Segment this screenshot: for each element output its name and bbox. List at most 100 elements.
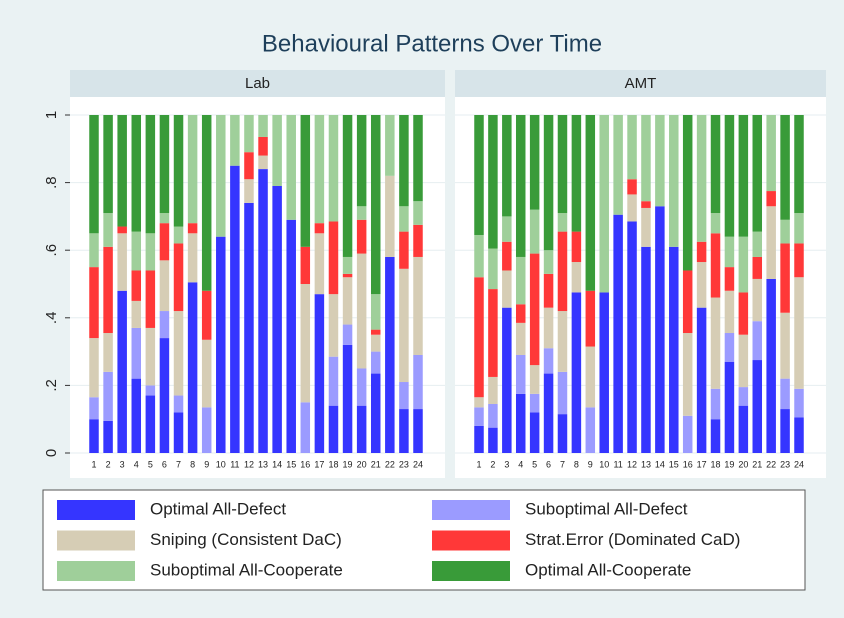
x-tick-label: 10: [599, 459, 609, 469]
bar-segment: [488, 427, 498, 453]
bar-segment: [571, 292, 582, 453]
legend-label: Suboptimal All-Defect: [525, 499, 688, 518]
bar-segment: [529, 115, 540, 210]
x-tick-label: 23: [780, 459, 790, 469]
bar-segment: [515, 256, 526, 305]
bar-segment: [696, 307, 707, 453]
bar-segment: [794, 277, 804, 389]
legend-swatch: [432, 561, 510, 581]
bar-segment: [272, 185, 282, 454]
x-tick-label: 23: [399, 459, 409, 469]
bar-segment: [187, 233, 198, 283]
bar-segment: [342, 115, 353, 257]
bar-segment: [131, 270, 142, 301]
bar-segment: [641, 207, 651, 247]
x-tick-label: 14: [655, 459, 665, 469]
bar-segment: [103, 371, 113, 421]
x-tick-label: 20: [738, 459, 748, 469]
bar-segment: [766, 115, 776, 192]
legend-box: [42, 489, 806, 591]
bar-segment: [244, 152, 254, 180]
bar-segment: [474, 277, 484, 398]
bar-segment: [780, 115, 790, 220]
bar-segment: [529, 365, 540, 394]
bar-segment: [613, 214, 623, 453]
legend-swatch: [432, 530, 510, 551]
bar-segment: [543, 273, 554, 308]
x-tick-label: 6: [162, 459, 167, 469]
bar-segment: [328, 115, 339, 222]
legend-swatch: [57, 561, 135, 581]
x-tick-label: 16: [683, 459, 693, 469]
bar-segment: [356, 115, 367, 207]
bar-segment: [696, 241, 707, 263]
bar-segment: [159, 260, 170, 312]
bar-segment: [543, 373, 554, 453]
x-tick-label: 7: [176, 459, 181, 469]
bar-segment: [356, 206, 367, 220]
bar-segment: [585, 115, 596, 291]
bar-segment: [216, 115, 226, 237]
bar-segment: [641, 201, 651, 208]
bar-segment: [682, 333, 693, 416]
bar-segment: [488, 115, 498, 249]
bar-segment: [131, 231, 142, 271]
x-tick-label: 12: [627, 459, 637, 469]
bar-segment: [356, 405, 367, 453]
bar-segment: [286, 219, 296, 453]
bar-segment: [474, 115, 484, 235]
bar-segment: [342, 324, 353, 345]
x-tick-label: 21: [752, 459, 762, 469]
bar-segment: [103, 115, 113, 214]
bar-segment: [543, 307, 554, 349]
x-tick-label: 18: [711, 459, 721, 469]
bar-segment: [370, 334, 381, 352]
bar-segment: [502, 307, 512, 453]
bar-segment: [780, 219, 790, 244]
bar-segment: [356, 368, 367, 406]
bar-segment: [696, 262, 707, 308]
chart-title: Behavioural Patterns Over Time: [262, 30, 602, 57]
x-tick-label: 19: [343, 459, 353, 469]
x-tick-label: 13: [258, 459, 268, 469]
bar-segment: [682, 415, 693, 453]
bar-segment: [314, 115, 325, 224]
bar-segment: [724, 290, 735, 334]
bar-segment: [557, 213, 568, 232]
bar-segment: [794, 115, 804, 214]
bar-segment: [328, 221, 339, 295]
bar-segment: [710, 419, 721, 453]
bar-segment: [201, 115, 212, 291]
x-tick-label: 12: [244, 459, 254, 469]
bar-segment: [131, 300, 142, 328]
x-tick-label: 9: [588, 459, 593, 469]
bar-segment: [515, 393, 526, 453]
x-tick-label: 22: [766, 459, 776, 469]
bar-segment: [780, 243, 790, 313]
legend-label: Optimal All-Cooperate: [525, 560, 691, 579]
bar-segment: [710, 233, 721, 298]
panel-title: AMT: [625, 75, 657, 92]
x-tick-label: 18: [328, 459, 338, 469]
panel-title: Lab: [245, 75, 270, 92]
x-tick-label: 11: [230, 459, 239, 469]
bar-segment: [413, 115, 423, 202]
y-tick-label: .2: [43, 379, 60, 392]
bar-segment: [328, 405, 339, 453]
bar-segment: [474, 425, 484, 453]
bar-segment: [399, 409, 409, 453]
legend-label: Sniping (Consistent DaC): [150, 530, 342, 549]
bar-segment: [244, 115, 254, 153]
bar-segment: [314, 233, 325, 295]
x-tick-label: 22: [385, 459, 395, 469]
x-tick-label: 5: [148, 459, 153, 469]
bar-segment: [738, 387, 749, 406]
bar-segment: [145, 327, 156, 386]
bar-segment: [669, 246, 679, 453]
bar-segment: [103, 333, 113, 372]
bar-segment: [738, 334, 749, 388]
y-tick-label: .8: [43, 176, 60, 189]
bar-segment: [474, 407, 484, 426]
bar-segment: [682, 270, 693, 334]
bar-segment: [529, 253, 540, 366]
